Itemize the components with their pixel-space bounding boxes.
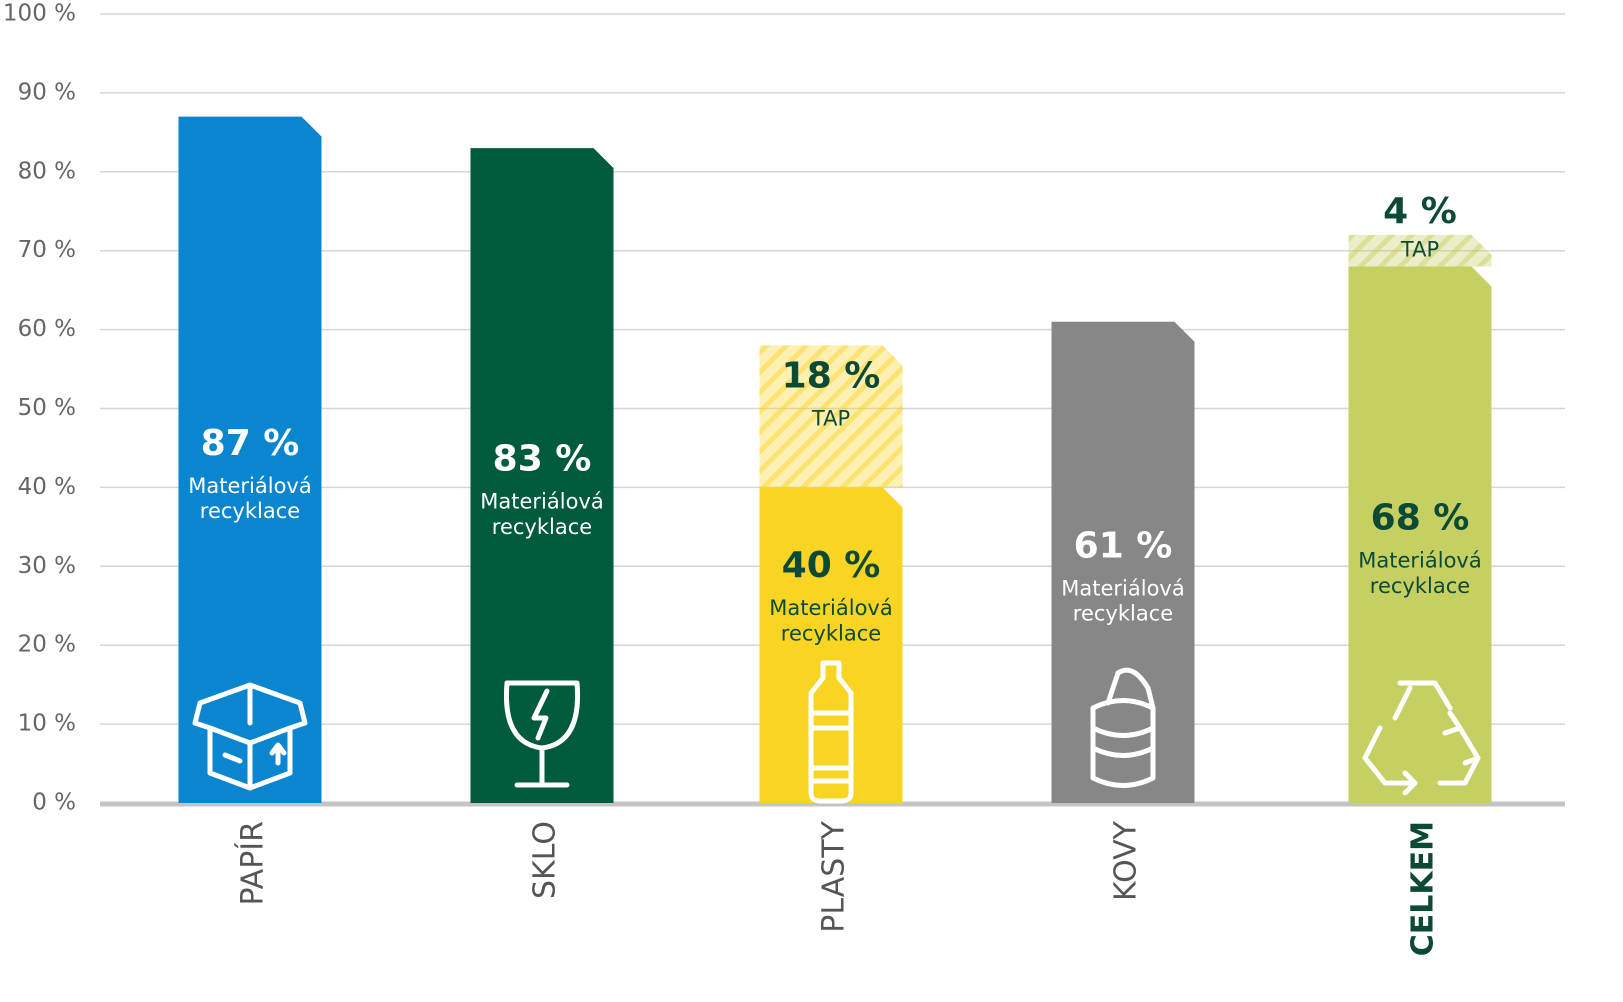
bar-segment xyxy=(759,487,903,803)
y-tick-label: 100 % xyxy=(3,1,76,27)
category-icon xyxy=(808,660,854,804)
value-label: 87 % xyxy=(201,423,300,464)
value-label: 18 % xyxy=(782,356,881,397)
category-icon xyxy=(1362,680,1481,796)
bar-segment xyxy=(178,116,322,803)
value-label: 4 % xyxy=(1383,191,1457,232)
category-icon xyxy=(192,682,308,791)
y-tick-label: 90 % xyxy=(18,79,76,105)
y-tick-label: 70 % xyxy=(18,237,76,263)
y-tick-label: 60 % xyxy=(18,316,76,342)
value-label: 40 % xyxy=(782,545,881,586)
y-tick-label: 30 % xyxy=(18,553,76,579)
y-tick-label: 0 % xyxy=(32,790,76,816)
series-label: TAP xyxy=(1400,238,1439,262)
series-label: Materiálová recyklace xyxy=(480,490,603,539)
series-label: TAP xyxy=(811,407,850,431)
category-icon xyxy=(503,680,581,788)
bar-segment xyxy=(1051,321,1195,803)
value-label: 83 % xyxy=(493,439,592,480)
series-label: Materiálová recyklace xyxy=(1358,549,1481,598)
category-icon xyxy=(1090,667,1156,788)
y-tick-label: 20 % xyxy=(18,632,76,658)
x-tick-label: PLASTY xyxy=(817,820,852,932)
bar-segment xyxy=(1348,266,1492,804)
series-label: Materiálová recyklace xyxy=(1061,576,1184,625)
bar-segment xyxy=(759,345,903,488)
y-tick-label: 40 % xyxy=(18,474,76,500)
x-tick-label: KOVY xyxy=(1109,820,1144,901)
x-tick-label: CELKEM xyxy=(1406,821,1441,956)
value-label: 68 % xyxy=(1371,498,1470,539)
bar-segment xyxy=(1348,234,1492,267)
y-tick-label: 80 % xyxy=(18,158,76,184)
x-tick-label: SKLO xyxy=(528,821,563,899)
bar-segment xyxy=(470,148,614,803)
series-label: Materiálová recyklace xyxy=(769,596,892,645)
series-label: Materiálová recyklace xyxy=(188,474,311,523)
x-tick-label: PAPÍR xyxy=(235,821,271,905)
y-tick-label: 10 % xyxy=(18,711,76,737)
y-tick-label: 50 % xyxy=(18,395,76,421)
value-label: 61 % xyxy=(1074,525,1173,566)
